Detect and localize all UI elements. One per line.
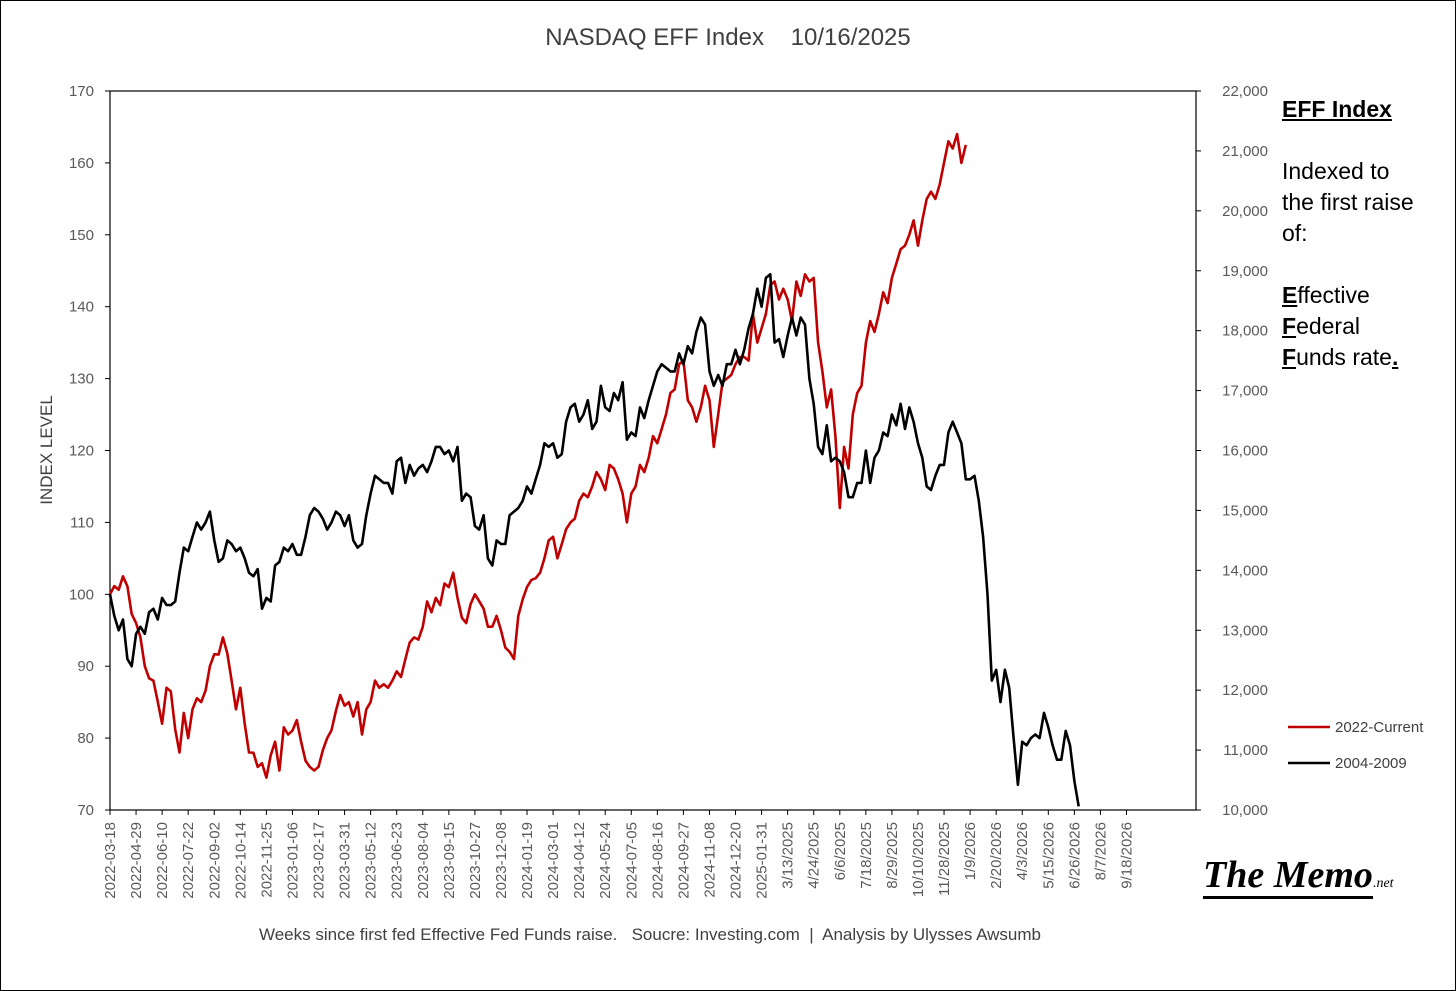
x-tick-label: 3/13/2025 <box>780 822 797 889</box>
x-tick-label: 2023-09-15 <box>441 822 458 899</box>
sidebar-desc-line-3: of: <box>1282 220 1308 246</box>
x-tick-label: 2023-06-23 <box>389 822 406 899</box>
x-tick-label: 6/6/2025 <box>832 822 849 880</box>
y2-tick-label: 18,000 <box>1222 323 1268 340</box>
series-line-2022-current <box>108 132 968 779</box>
x-tick-label: 2023-02-17 <box>311 822 328 899</box>
x-tick-label: 6/26/2026 <box>1066 822 1083 889</box>
legend-label: 2022-Current <box>1335 719 1424 736</box>
x-tick-label: 8/29/2025 <box>884 822 901 889</box>
x-tick-label: 2022-03-18 <box>102 822 119 899</box>
y2-tick-label: 12,000 <box>1222 682 1268 699</box>
legend-label: 2004-2009 <box>1335 755 1407 772</box>
x-tick-label: 2024-04-12 <box>571 822 588 899</box>
x-tick-label: 2024-08-16 <box>649 822 666 899</box>
y2-axis: 10,000 11,000 12,000 13,000 14,000 15,000 16,0… <box>1196 83 1268 819</box>
x-tick-label: 5/15/2026 <box>1040 822 1057 889</box>
sidebar-desc-line-1: Indexed to <box>1282 158 1390 184</box>
sidebar-title: EFF Index <box>1282 96 1392 122</box>
y-tick-label: 110 <box>70 514 94 531</box>
y-tick-label: 90 <box>77 658 94 675</box>
y-tick-label: 120 <box>69 443 94 460</box>
x-tick-label: 7/18/2025 <box>858 822 875 889</box>
y-tick-label: 140 <box>69 299 94 316</box>
sidebar-effective: Effective <box>1282 280 1398 311</box>
x-tick-label: 2023-08-04 <box>415 822 432 899</box>
funds-period: . <box>1391 344 1399 370</box>
sidebar-funds-rate: Funds rate. <box>1282 342 1398 373</box>
y2-tick-label: 11,000 <box>1223 742 1268 759</box>
x-axis: 2022-03-18 2022-04-29 2022-06-10 2022-07-22… <box>102 810 1135 899</box>
y2-tick-label: 21,000 <box>1222 143 1268 160</box>
logo-suffix: .net <box>1372 876 1394 891</box>
y-tick-label: 80 <box>77 730 94 747</box>
x-tick-label: 2022-11-25 <box>258 822 275 898</box>
sidebar-desc-line-2: the first raise <box>1282 189 1414 215</box>
x-tick-label: 1/9/2026 <box>962 822 979 880</box>
chart-title: NASDAQ EFF Index 10/16/2025 <box>545 24 911 51</box>
plot-area <box>109 90 1197 811</box>
sidebar-description: Indexed to the first raise of: <box>1282 156 1452 249</box>
y2-tick-label: 13,000 <box>1222 622 1268 639</box>
x-tick-label: 11/28/2025 <box>936 822 953 896</box>
x-tick-label: 2024-07-05 <box>623 822 640 899</box>
effective-initial: E <box>1282 282 1298 308</box>
x-tick-label: 2023-03-31 <box>337 822 354 899</box>
x-tick-label: 2022-06-10 <box>154 822 171 899</box>
x-tick-label: 10/10/2025 <box>910 822 927 897</box>
y-tick-label: 70 <box>77 802 94 819</box>
x-tick-label: 2022-07-22 <box>180 822 197 899</box>
legend: 2022-Current 2004-2009 <box>1288 719 1424 772</box>
series-group <box>108 132 1080 807</box>
x-tick-label: 2023-12-08 <box>493 822 510 899</box>
y-tick-label: 170 <box>69 83 94 100</box>
y-tick-label: 100 <box>69 586 94 603</box>
y2-tick-label: 10,000 <box>1222 802 1268 819</box>
y-tick-label: 130 <box>69 371 94 388</box>
funds-initial: F <box>1282 344 1297 370</box>
x-tick-label: 2024-12-20 <box>728 822 745 899</box>
y2-tick-label: 17,000 <box>1222 383 1268 400</box>
federal-initial: F <box>1282 313 1297 339</box>
x-tick-label: 2022-09-02 <box>206 822 223 899</box>
y2-tick-label: 15,000 <box>1222 502 1268 519</box>
sidebar-federal: Federal <box>1282 311 1398 342</box>
x-tick-label: 4/24/2025 <box>806 822 823 889</box>
x-tick-label: 2022-04-29 <box>128 822 145 899</box>
y-axis: 70 80 90 100 110 120 130 140 150 160 170 <box>69 83 110 819</box>
x-tick-label: 2023-10-27 <box>467 822 484 899</box>
federal-rest: ederal <box>1296 313 1360 339</box>
y2-tick-label: 19,000 <box>1222 263 1268 280</box>
the-memo-logo: The Memo.net <box>1203 853 1394 899</box>
x-tick-label: 2024-05-24 <box>597 822 614 899</box>
x-tick-label: 2024-11-08 <box>701 822 718 898</box>
x-tick-label: 4/3/2026 <box>1014 822 1031 880</box>
y2-tick-label: 20,000 <box>1222 203 1268 220</box>
x-axis-label: Weeks since first fed Effective Fed Fund… <box>259 925 1041 944</box>
funds-rest: unds rate <box>1296 344 1392 370</box>
logo-main-text: The Memo <box>1203 854 1373 899</box>
y-axis-label: INDEX LEVEL <box>37 395 56 505</box>
y2-tick-label: 22,000 <box>1222 83 1268 100</box>
x-tick-label: 2024-03-01 <box>545 822 562 899</box>
x-tick-label: 2/20/2026 <box>988 822 1005 889</box>
x-tick-label: 2022-10-14 <box>232 822 249 899</box>
y2-tick-label: 14,000 <box>1222 562 1268 579</box>
x-tick-label: 2025-01-31 <box>754 822 771 899</box>
effective-rest: ffective <box>1297 282 1370 308</box>
x-tick-label: 2024-09-27 <box>675 822 692 899</box>
x-tick-label: 2024-01-19 <box>519 822 536 899</box>
x-tick-label: 2023-05-12 <box>363 822 380 899</box>
series-line-2004-2009 <box>108 273 1080 807</box>
x-tick-label: 9/18/2026 <box>1118 822 1135 889</box>
x-tick-label: 8/7/2026 <box>1092 822 1109 880</box>
y2-tick-label: 16,000 <box>1222 443 1268 460</box>
sidebar-eff-definition: Effective Federal Funds rate. <box>1282 280 1398 373</box>
y-tick-label: 150 <box>69 227 94 244</box>
y-tick-label: 160 <box>69 155 94 172</box>
x-tick-label: 2023-01-06 <box>284 822 301 899</box>
